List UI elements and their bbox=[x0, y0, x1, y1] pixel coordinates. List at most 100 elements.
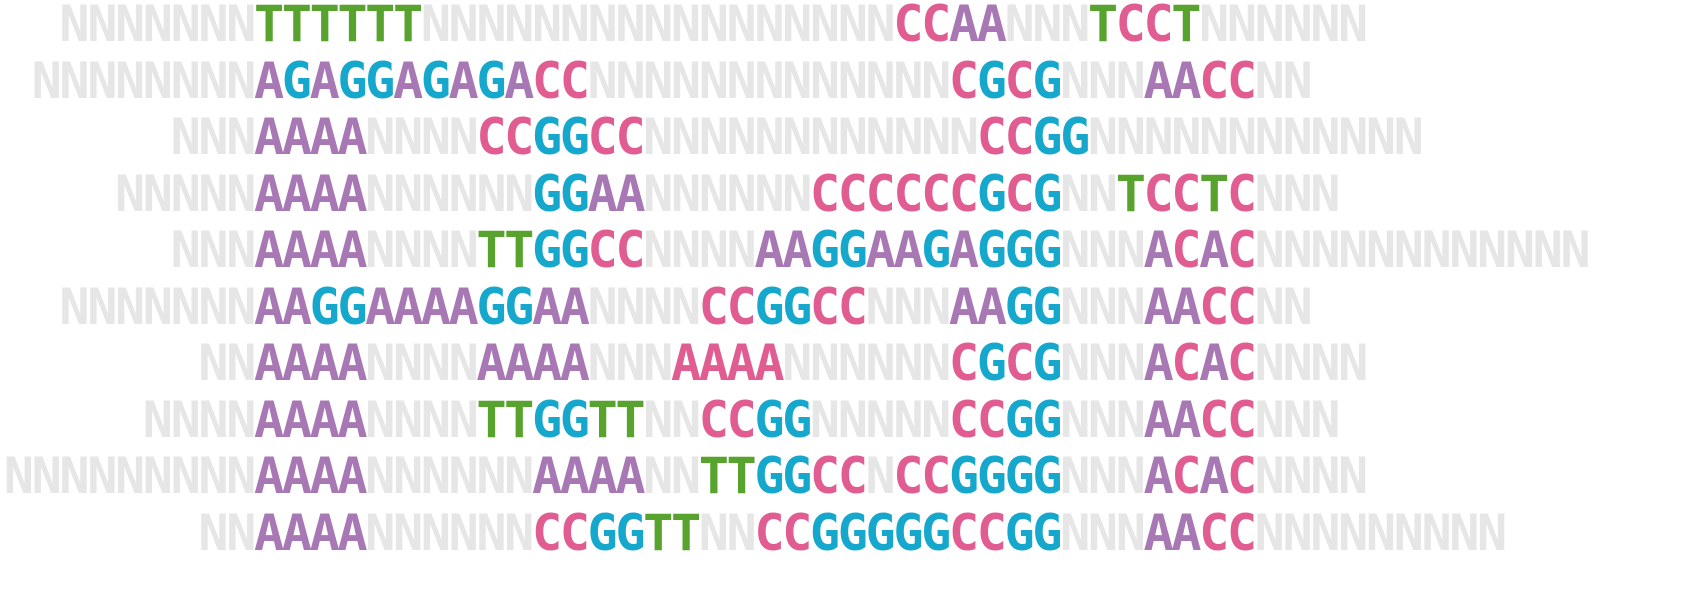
base-a: A bbox=[281, 446, 312, 505]
base-c: C bbox=[976, 502, 1007, 562]
base-g: G bbox=[809, 220, 841, 279]
base-a: A bbox=[976, 276, 1007, 336]
base-a: A bbox=[365, 276, 396, 336]
sequence-row: NNNNNNNTTTTTTNNNNNNNNNNNNNNNNNCCAANNNTCC… bbox=[59, 0, 1368, 53]
base-n: N bbox=[226, 163, 257, 223]
base-t: T bbox=[698, 446, 729, 505]
base-n: N bbox=[476, 446, 507, 505]
base-a: A bbox=[976, 0, 1007, 53]
base-n: N bbox=[1310, 107, 1341, 166]
base-n: N bbox=[782, 0, 813, 53]
base-n: N bbox=[1254, 107, 1285, 166]
base-a: A bbox=[281, 107, 312, 166]
base-n: N bbox=[504, 502, 535, 562]
base-n: N bbox=[1310, 0, 1341, 53]
base-a: A bbox=[1143, 220, 1174, 279]
base-n: N bbox=[142, 0, 173, 53]
base-n: N bbox=[643, 0, 674, 53]
sequence-row: NNNNNNNNNAAAANNNNNNAAAANNTTGGCCNCCGGGGNN… bbox=[4, 446, 1368, 505]
base-g: G bbox=[531, 220, 563, 279]
base-a: A bbox=[531, 333, 563, 392]
base-a: A bbox=[1199, 446, 1230, 505]
base-n: N bbox=[448, 333, 479, 392]
base-n: N bbox=[392, 502, 424, 562]
base-a: A bbox=[948, 276, 980, 336]
base-a: A bbox=[726, 333, 757, 392]
base-n: N bbox=[476, 163, 507, 223]
base-n: N bbox=[670, 50, 702, 110]
base-n: N bbox=[865, 107, 896, 166]
base-n: N bbox=[1171, 107, 1202, 166]
base-c: C bbox=[865, 163, 896, 223]
base-a: A bbox=[865, 220, 896, 279]
base-n: N bbox=[1199, 0, 1230, 53]
base-c: C bbox=[976, 107, 1007, 166]
base-g: G bbox=[1032, 502, 1063, 562]
base-g: G bbox=[1032, 163, 1063, 223]
base-n: N bbox=[170, 107, 201, 166]
base-g: G bbox=[531, 389, 563, 449]
base-c: C bbox=[531, 502, 563, 562]
base-n: N bbox=[170, 389, 201, 449]
base-n: N bbox=[198, 107, 229, 166]
base-n: N bbox=[809, 0, 841, 53]
base-n: N bbox=[31, 50, 62, 110]
base-n: N bbox=[365, 163, 396, 223]
base-a: A bbox=[587, 163, 618, 223]
base-n: N bbox=[448, 163, 479, 223]
base-n: N bbox=[1254, 0, 1285, 53]
base-c: C bbox=[1004, 333, 1035, 392]
base-n: N bbox=[1282, 389, 1313, 449]
base-c: C bbox=[837, 276, 868, 336]
base-n: N bbox=[559, 0, 590, 53]
base-c: C bbox=[1226, 389, 1258, 449]
base-c: C bbox=[1171, 220, 1202, 279]
base-a: A bbox=[559, 276, 590, 336]
base-n: N bbox=[948, 107, 980, 166]
base-c: C bbox=[726, 389, 757, 449]
base-n: N bbox=[198, 446, 229, 505]
base-n: N bbox=[587, 50, 618, 110]
base-n: N bbox=[365, 446, 396, 505]
base-c: C bbox=[948, 163, 980, 223]
base-g: G bbox=[1032, 50, 1063, 110]
base-n: N bbox=[837, 333, 868, 392]
base-n: N bbox=[670, 389, 702, 449]
base-n: N bbox=[1087, 389, 1119, 449]
base-t: T bbox=[643, 502, 674, 562]
base-g: G bbox=[337, 50, 368, 110]
base-n: N bbox=[114, 446, 146, 505]
base-n: N bbox=[1282, 50, 1313, 110]
base-g: G bbox=[782, 276, 813, 336]
base-a: A bbox=[698, 333, 729, 392]
base-a: A bbox=[448, 50, 479, 110]
base-n: N bbox=[365, 107, 396, 166]
base-n: N bbox=[31, 446, 62, 505]
base-n: N bbox=[1365, 107, 1397, 166]
base-a: A bbox=[420, 276, 451, 336]
base-n: N bbox=[1087, 220, 1119, 279]
base-n: N bbox=[226, 389, 257, 449]
base-g: G bbox=[559, 163, 590, 223]
base-n: N bbox=[670, 0, 702, 53]
base-n: N bbox=[1060, 502, 1091, 562]
base-n: N bbox=[1004, 0, 1035, 53]
base-n: N bbox=[420, 333, 451, 392]
base-t: T bbox=[476, 220, 507, 279]
base-n: N bbox=[198, 502, 229, 562]
base-c: C bbox=[1226, 333, 1258, 392]
base-c: C bbox=[1199, 502, 1230, 562]
base-n: N bbox=[1282, 333, 1313, 392]
base-a: A bbox=[531, 446, 563, 505]
base-n: N bbox=[1338, 502, 1369, 562]
base-c: C bbox=[893, 0, 924, 53]
base-a: A bbox=[1143, 446, 1174, 505]
base-g: G bbox=[976, 446, 1007, 505]
base-n: N bbox=[1254, 163, 1285, 223]
base-c: C bbox=[1143, 0, 1174, 53]
base-a: A bbox=[531, 276, 563, 336]
base-n: N bbox=[1115, 389, 1146, 449]
base-g: G bbox=[504, 276, 535, 336]
base-t: T bbox=[253, 0, 285, 53]
base-a: A bbox=[309, 163, 340, 223]
